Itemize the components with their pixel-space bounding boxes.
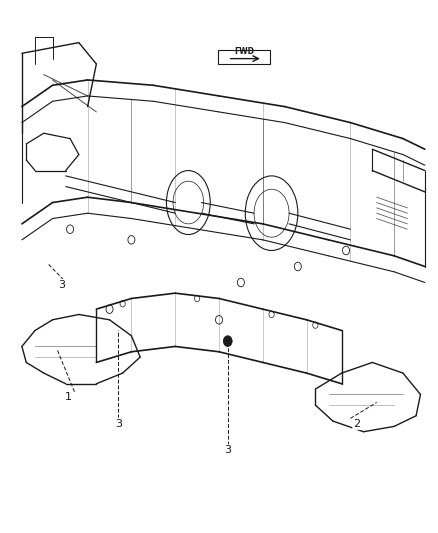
Text: 2: 2 <box>353 419 360 429</box>
Text: 3: 3 <box>224 446 231 455</box>
Text: 3: 3 <box>58 280 65 290</box>
Circle shape <box>223 336 232 346</box>
Text: FWD: FWD <box>234 47 254 56</box>
Text: 3: 3 <box>115 419 122 429</box>
Text: 1: 1 <box>64 392 71 402</box>
